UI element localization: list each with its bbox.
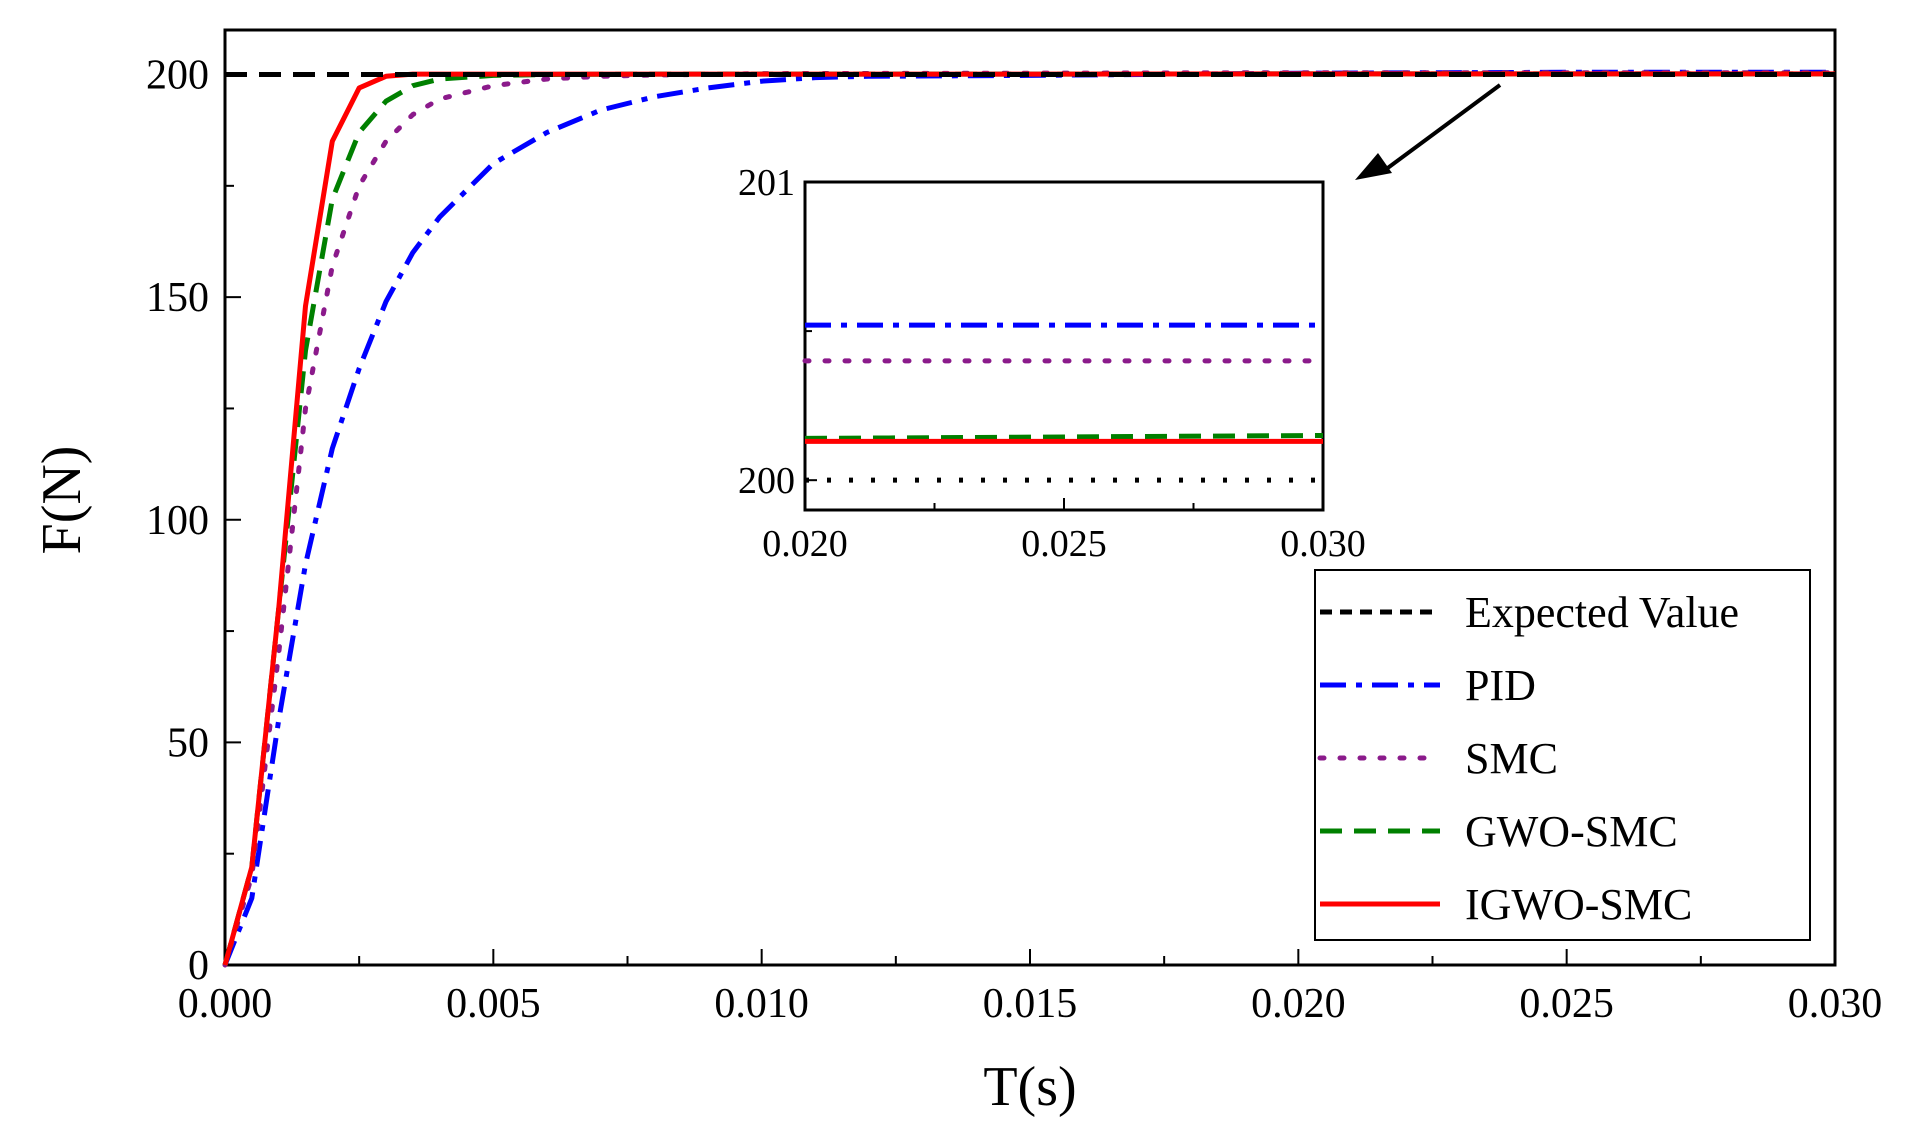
legend-label: PID <box>1465 661 1536 710</box>
x-tick-label: 0.025 <box>1519 981 1614 1027</box>
x-tick-label: 0.010 <box>714 981 809 1027</box>
x-tick-label: 0.005 <box>446 981 541 1027</box>
y-tick-label: 0 <box>188 943 209 989</box>
x-tick-label: 0.020 <box>1251 981 1346 1027</box>
inset-x-tick-label: 0.020 <box>762 523 848 565</box>
x-tick-label: 0.015 <box>983 981 1078 1027</box>
legend-box <box>1314 569 1811 941</box>
legend: Expected Value PID SMC GWO-SMC IGWO-SMC <box>1314 569 1811 941</box>
legend-label: IGWO-SMC <box>1465 880 1692 929</box>
legend-label: Expected Value <box>1465 588 1739 637</box>
inset-plot-area <box>803 180 1325 512</box>
inset-x-tick-label: 0.025 <box>1021 523 1107 565</box>
inset-series-line-gwo-smc <box>804 432 1324 441</box>
legend-label: SMC <box>1465 734 1558 783</box>
y-tick-label: 200 <box>146 53 209 99</box>
inset-series-group <box>802 322 1326 483</box>
series-line-smc <box>222 70 1838 968</box>
x-tick-label: 0.030 <box>1788 981 1883 1027</box>
main-series-group <box>222 69 1838 968</box>
inset-axis-ticks: 0.020 0.025 0.030 200 201 <box>738 162 1366 565</box>
inset-y-tick-label: 201 <box>738 162 795 204</box>
main-axis-ticks: 0.000 0.005 0.010 0.015 0.020 0.025 0.030 0 50 10… <box>146 53 1882 1027</box>
y-tick-label: 150 <box>146 275 209 321</box>
y-tick-label: 50 <box>167 720 209 766</box>
x-axis-title: T(s) <box>983 1056 1076 1118</box>
legend-label: GWO-SMC <box>1465 807 1678 856</box>
inset-y-tick-label: 200 <box>738 460 795 502</box>
x-tick-label: 0.000 <box>178 981 273 1027</box>
inset-chart: 0.020 0.025 0.030 200 201 <box>738 162 1366 565</box>
y-axis-title: F(N) <box>31 446 93 555</box>
y-tick-label: 100 <box>146 498 209 544</box>
inset-pointer-arrow <box>1355 83 1502 180</box>
inset-x-tick-label: 0.030 <box>1280 523 1366 565</box>
